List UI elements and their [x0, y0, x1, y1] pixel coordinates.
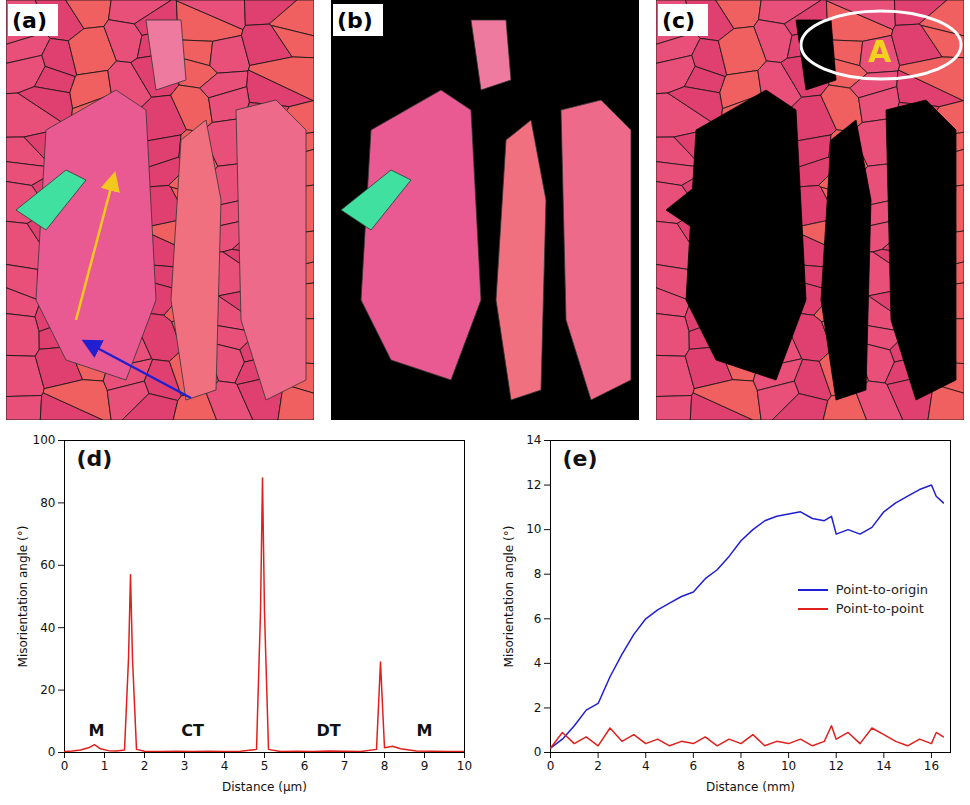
svg-text:Misorientation angle (°): Misorientation angle (°): [502, 526, 516, 668]
svg-text:8: 8: [737, 759, 745, 773]
svg-text:A: A: [868, 34, 892, 69]
svg-text:0: 0: [547, 759, 555, 773]
svg-text:CT: CT: [181, 721, 204, 740]
svg-text:Distance (mm): Distance (mm): [706, 780, 795, 794]
svg-text:M: M: [417, 721, 433, 740]
svg-text:0: 0: [534, 745, 542, 759]
svg-text:2: 2: [594, 759, 602, 773]
svg-text:1: 1: [101, 759, 109, 773]
svg-text:8: 8: [381, 759, 389, 773]
svg-text:8: 8: [534, 567, 542, 581]
svg-text:5: 5: [261, 759, 269, 773]
svg-text:80: 80: [40, 496, 55, 510]
svg-text:(a): (a): [12, 8, 47, 33]
svg-text:20: 20: [40, 683, 55, 697]
svg-text:14: 14: [876, 759, 891, 773]
svg-text:10: 10: [457, 759, 472, 773]
svg-text:12: 12: [829, 759, 844, 773]
svg-text:3: 3: [181, 759, 189, 773]
svg-text:7: 7: [341, 759, 349, 773]
svg-text:40: 40: [40, 621, 55, 635]
svg-text:10: 10: [526, 522, 541, 536]
html-text:Point-to-origin: Point-to-origin: [835, 582, 928, 597]
svg-text:0: 0: [61, 759, 69, 773]
svg-text:Misorientation angle (°): Misorientation angle (°): [16, 526, 30, 668]
svg-text:16: 16: [924, 759, 939, 773]
svg-text:(b): (b): [337, 8, 373, 33]
svg-text:M: M: [89, 721, 105, 740]
svg-text:9: 9: [421, 759, 429, 773]
svg-text:10: 10: [781, 759, 796, 773]
svg-text:100: 100: [33, 433, 56, 447]
svg-text:(d): (d): [77, 446, 113, 471]
svg-text:0: 0: [48, 745, 56, 759]
svg-text:4: 4: [221, 759, 229, 773]
svg-text:4: 4: [642, 759, 650, 773]
svg-text:(c): (c): [662, 8, 695, 33]
svg-text:4: 4: [534, 656, 542, 670]
svg-text:6: 6: [534, 612, 542, 626]
svg-text:6: 6: [690, 759, 698, 773]
svg-text:6: 6: [301, 759, 309, 773]
svg-text:DT: DT: [316, 721, 340, 740]
svg-text:2: 2: [141, 759, 149, 773]
svg-text:2: 2: [534, 701, 542, 715]
svg-text:60: 60: [40, 558, 55, 572]
svg-text:Distance (μm): Distance (μm): [222, 780, 307, 794]
svg-text:14: 14: [526, 433, 541, 447]
html-text:Point-to-point: Point-to-point: [835, 601, 924, 616]
svg-text:12: 12: [526, 478, 541, 492]
svg-text:(e): (e): [563, 446, 598, 471]
